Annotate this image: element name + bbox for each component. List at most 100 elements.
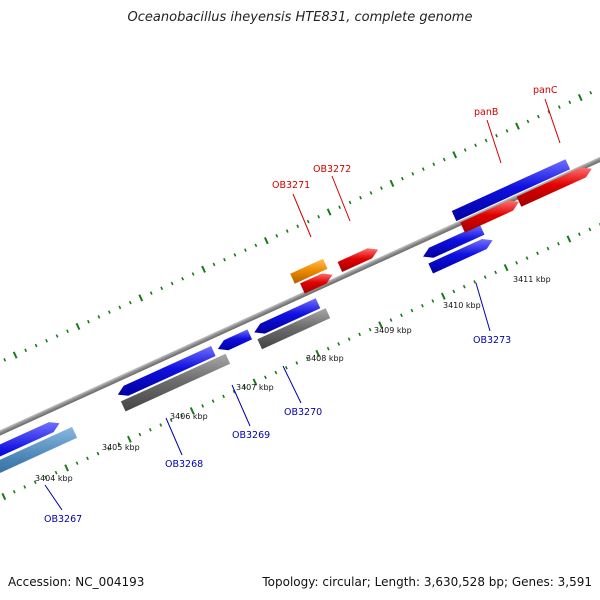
outer-tick-mark [128,300,132,305]
inner-tick-mark [410,308,414,313]
kbp-label-3408: 3408 kbp [306,354,344,363]
inner-tick-mark [64,464,69,472]
outer-tick-mark [285,229,289,233]
kbp-label-3406: 3406 kbp [170,412,208,421]
inner-tick-mark [557,241,560,246]
inner-tick-mark [86,456,89,461]
inner-tick-mark [243,385,246,389]
gene-label-OB3269: OB3269 [232,430,270,441]
leader-OB3267 [44,484,63,511]
inner-tick-mark [180,413,184,418]
inner-tick-mark [117,442,121,446]
inner-tick-mark [284,365,288,370]
inner-tick-mark [148,427,152,432]
outer-tick-mark [296,224,300,229]
inner-tick-mark [127,435,132,443]
gene-label-OB3273: OB3273 [473,335,511,346]
kbp-label-3405: 3405 kbp [102,443,140,452]
outer-tick-mark [191,272,195,276]
kbp-label-3409: 3409 kbp [374,326,412,335]
gene-OB3268b [120,353,231,412]
outer-tick-mark [326,208,332,216]
outer-tick-mark [87,319,90,324]
outer-tick-mark [348,200,352,205]
inner-tick-mark [252,378,258,386]
outer-tick-mark [201,265,206,273]
outer-tick-mark [170,281,174,286]
inner-tick-mark [96,451,100,456]
outer-tick-mark [75,322,81,331]
inner-tick-mark [358,332,362,337]
inner-tick-mark [201,404,205,408]
inner-tick-mark [378,321,383,329]
inner-tick-mark [525,256,529,260]
kbp-label-3410: 3410 kbp [443,301,481,310]
inner-tick-mark [440,292,446,300]
outer-tick-mark [515,122,520,130]
outer-tick-mark [359,195,362,200]
outer-tick-mark [55,334,59,338]
outer-tick-mark [275,234,279,238]
gene-label-panB: panB [474,107,498,118]
inner-tick-mark [337,342,341,346]
outer-tick-mark [411,172,415,176]
inner-tick-mark [169,418,173,422]
inner-tick-mark [274,370,278,375]
inner-tick-mark [211,399,215,403]
inner-tick-mark [1,492,7,501]
inner-tick-mark [23,485,27,489]
inner-tick-mark [75,461,79,465]
gene-OB3268 [117,346,216,396]
inner-tick-mark [566,235,572,243]
inner-tick-mark [315,349,321,358]
inner-tick-mark [264,375,267,380]
outer-tick-mark [263,237,269,245]
outer-tick-mark [160,286,164,291]
outer-tick-mark [526,119,530,124]
outer-tick-mark [223,257,226,262]
inner-tick-mark [222,394,225,399]
inner-tick-mark [515,261,518,265]
outer-tick-mark [12,351,18,359]
inner-tick-mark [305,356,309,361]
gene-features [0,159,592,473]
outer-tick-mark [484,138,488,143]
inner-tick-mark [494,270,498,275]
inner-tick-track [1,223,600,501]
genome-stats-label: Topology: circular; Length: 3,630,528 bp… [262,575,592,589]
gene-label-OB3272: OB3272 [313,164,351,175]
outer-tick-mark [118,305,122,310]
leader-OB3268 [165,417,183,456]
outer-tick-mark [380,186,383,190]
outer-tick-mark [66,329,69,334]
outer-tick-mark [45,338,48,343]
gene-label-OB3270: OB3270 [284,407,322,418]
gene-panB [451,159,571,222]
gene-panBr [460,200,519,233]
gene-OB3270 [254,298,321,334]
outer-tick-mark [149,291,153,295]
gene-OB3271b [300,273,333,294]
outer-tick-mark [505,129,509,133]
outer-tick-mark [97,315,101,319]
gene-panC [516,167,592,207]
leader-OB3273 [475,282,491,332]
outer-tick-mark [557,105,561,109]
outer-tick-mark [452,151,458,159]
gene-OB3270b [257,308,331,350]
outer-tick-mark [537,114,540,119]
inner-tick-mark [577,232,581,237]
outer-tick-mark [389,179,395,187]
gene-OB3269 [217,329,252,351]
inner-tick-mark [189,407,195,415]
outer-tick-mark [34,343,38,348]
leader-OB3271 [292,193,312,238]
inner-tick-mark [12,489,16,494]
gene-OB3267b [0,426,78,473]
outer-tick-mark [181,276,185,281]
inner-tick-mark [54,470,58,475]
gene-OB3271 [290,258,328,284]
outer-tick-mark [577,93,583,102]
outer-tick-mark [107,310,111,314]
